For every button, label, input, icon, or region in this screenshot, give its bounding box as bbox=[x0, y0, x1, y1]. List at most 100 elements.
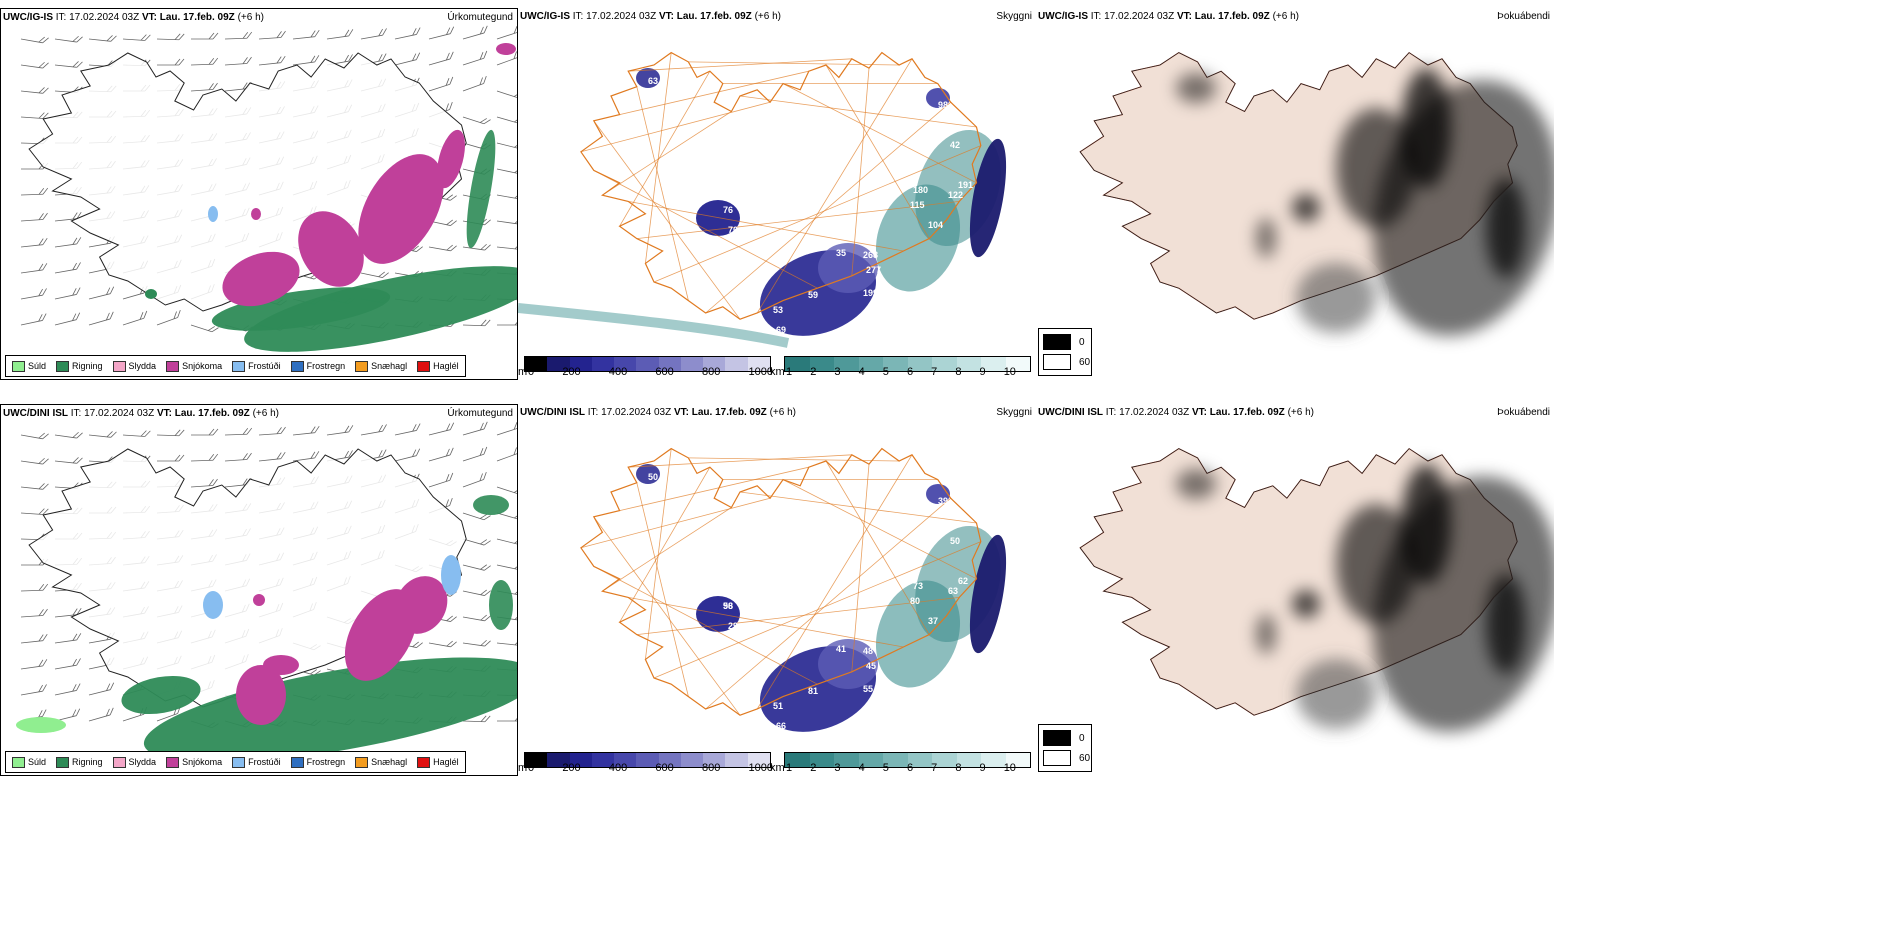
fog-field bbox=[1176, 68, 1554, 336]
tick-label: 400 bbox=[608, 762, 628, 774]
tick-label: 5 bbox=[882, 366, 889, 378]
tick-label: 1000 bbox=[748, 366, 773, 378]
panel-title: UWC/DINI ISL IT: 17.02.2024 03Z VT: Lau.… bbox=[1038, 407, 1314, 418]
height-ticks: 0 200 400 600 800 1000 bbox=[528, 366, 773, 378]
colorbar-cell bbox=[725, 357, 748, 371]
legend-swatch bbox=[112, 360, 126, 372]
legend-item: Frostregn bbox=[290, 756, 345, 768]
visibility-value: 104 bbox=[928, 220, 943, 230]
colorbar-cell bbox=[591, 753, 615, 767]
legend-swatch bbox=[166, 360, 180, 372]
visibility-panel-0: 76 70 63 53 69 90 59 35 268 277 199 180 115 122 191 42 9… bbox=[518, 8, 1036, 380]
fog-label: 60 bbox=[1079, 356, 1091, 368]
tick-label: 4 bbox=[858, 762, 865, 774]
tick-label: 3 bbox=[834, 762, 841, 774]
iceland-outline bbox=[1079, 448, 1518, 716]
legend-label: Slydda bbox=[128, 757, 157, 767]
colorbar-cell bbox=[591, 357, 615, 371]
panel-variable: Skyggni bbox=[996, 407, 1032, 418]
colorbar-cell bbox=[658, 753, 681, 767]
tick-label: 10 bbox=[1003, 762, 1016, 774]
tick-label: 200 bbox=[562, 366, 581, 378]
fog-panel-1: UWC/DINI ISL IT: 17.02.2024 03Z VT: Lau.… bbox=[1036, 404, 1554, 776]
legend-item: Haglél bbox=[417, 756, 459, 768]
precip-areas bbox=[16, 495, 517, 763]
legend-label: Snæhagl bbox=[371, 757, 408, 767]
panel-variable: Úrkomutegund bbox=[447, 12, 513, 23]
colorbar-cell bbox=[834, 357, 859, 371]
tick-label: 5 bbox=[882, 762, 889, 774]
legend-label: Snjókoma bbox=[182, 361, 223, 371]
colorbar-cell bbox=[883, 753, 908, 767]
colorbar-cell bbox=[981, 357, 1006, 371]
fog-legend-row: 0 bbox=[1043, 334, 1085, 350]
visibility-areas bbox=[636, 464, 1007, 732]
colorbar-cell bbox=[981, 753, 1006, 767]
legend-swatch bbox=[232, 756, 246, 768]
legend-item: Slydda bbox=[112, 756, 157, 768]
legend-swatch bbox=[56, 756, 70, 768]
fog-swatch bbox=[1043, 730, 1071, 746]
legend-label: Snæhagl bbox=[371, 361, 408, 371]
legend-item: Snæhagl bbox=[355, 756, 408, 768]
legend-item: Snjókoma bbox=[166, 360, 223, 372]
colorbar-cell bbox=[907, 357, 932, 371]
legend-label: Haglél bbox=[433, 361, 459, 371]
legend-swatch bbox=[417, 360, 431, 372]
precip-map bbox=[20, 25, 517, 352]
legend-item: Frostregn bbox=[290, 360, 345, 372]
panel-title: UWC/DINI ISL IT: 17.02.2024 03Z VT: Lau.… bbox=[3, 408, 279, 419]
tick-label: 800 bbox=[701, 762, 721, 774]
visibility-value: 51 bbox=[773, 701, 783, 711]
tick-label: 7 bbox=[931, 762, 938, 774]
colorbar-cell bbox=[883, 357, 908, 371]
height-colorbar bbox=[524, 752, 771, 768]
legend-label: Frostúði bbox=[248, 361, 281, 371]
iceland-outline bbox=[1079, 52, 1518, 320]
visibility-value: 29 bbox=[728, 621, 738, 631]
legend-item: Snæhagl bbox=[355, 360, 408, 372]
panel-variable: Þokuábendi bbox=[1497, 407, 1550, 418]
tick-label: 8 bbox=[955, 762, 962, 774]
visibility-value: 80 bbox=[910, 596, 920, 606]
visibility-value: 45 bbox=[866, 661, 876, 671]
visibility-value: 73 bbox=[913, 581, 923, 591]
fog-map bbox=[1079, 447, 1554, 732]
fog-swatch bbox=[1043, 354, 1071, 370]
colorbar-cell bbox=[569, 357, 592, 371]
colorbar-cell bbox=[1005, 753, 1030, 767]
colorbar-cell bbox=[680, 753, 704, 767]
visibility-value: 98 bbox=[938, 100, 948, 110]
visibility-ticks: 1 2 3 4 5 6 7 8 9 10 bbox=[786, 762, 1016, 774]
panel-title: UWC/IG-IS IT: 17.02.2024 03Z VT: Lau. 17… bbox=[520, 11, 781, 22]
visibility-value: 53 bbox=[773, 305, 783, 315]
legend-item: Slydda bbox=[112, 360, 156, 372]
tick-label: 1000 bbox=[748, 762, 773, 774]
visibility-areas bbox=[518, 68, 1007, 348]
precip-legend: Súld Rigning Slydda Snjókoma Frostúði Frostre… bbox=[5, 751, 466, 773]
colorbar-cell bbox=[956, 753, 981, 767]
colorbar-cell bbox=[785, 357, 810, 371]
legend-swatch bbox=[12, 360, 25, 372]
colorbar-cell bbox=[932, 357, 957, 371]
colorbar-cell bbox=[703, 753, 726, 767]
legend-swatch bbox=[166, 756, 180, 768]
legend-swatch bbox=[417, 756, 431, 768]
fog-legend: 0 60 bbox=[1038, 328, 1092, 376]
colorbar-cell bbox=[858, 357, 883, 371]
colorbar-cell bbox=[569, 753, 592, 767]
visibility-value: 39 bbox=[938, 496, 948, 506]
visibility-value: 191 bbox=[958, 180, 973, 190]
tick-label: 600 bbox=[655, 762, 674, 774]
visibility-value: 66 bbox=[776, 721, 786, 731]
fog-label: 60 bbox=[1079, 752, 1091, 764]
visibility-value: 63 bbox=[948, 586, 958, 596]
tick-label: 0 bbox=[528, 366, 535, 378]
height-ticks: 0 200 400 600 800 1000 bbox=[528, 762, 773, 774]
colorbar-cell bbox=[809, 357, 834, 371]
visibility-value: 37 bbox=[928, 616, 938, 626]
tick-label: 200 bbox=[562, 762, 581, 774]
legend-label: Súld bbox=[28, 757, 47, 767]
